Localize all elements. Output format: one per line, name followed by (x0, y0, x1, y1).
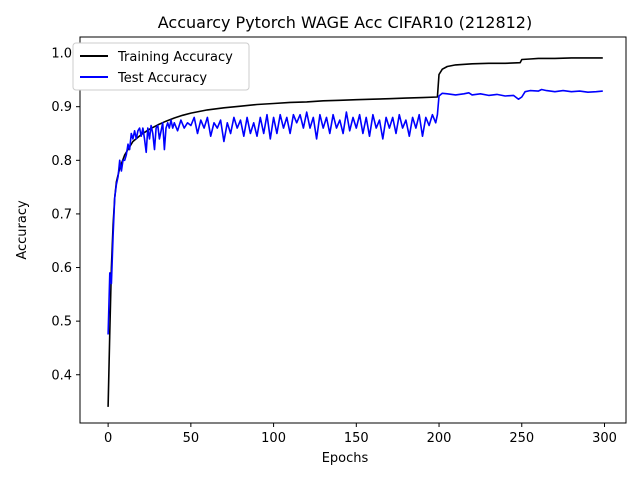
legend-label-test: Test Accuracy (117, 71, 207, 86)
x-axis-ticks: 0 50 100 150 200 250 300 (104, 423, 617, 446)
x-tick-label: 100 (261, 431, 286, 446)
x-tick-label: 300 (592, 431, 617, 446)
x-tick-label: 50 (183, 431, 200, 446)
x-tick-label: 250 (509, 431, 534, 446)
y-axis-label: Accuracy (15, 200, 30, 260)
y-tick-label: 0.6 (51, 261, 72, 276)
y-tick-label: 0.4 (51, 368, 72, 383)
chart-title: Accuarcy Pytorch WAGE Acc CIFAR10 (21281… (158, 13, 532, 32)
y-axis-ticks: 0.4 0.5 0.6 0.7 0.8 0.9 1.0 (51, 47, 80, 383)
test-accuracy-line (107, 88, 603, 335)
x-tick-label: 0 (104, 431, 112, 446)
plot-area-frame (79, 36, 627, 424)
legend: Training Accuracy Test Accuracy (72, 42, 250, 91)
y-tick-label: 0.8 (51, 154, 72, 169)
y-tick-label: 0.7 (51, 207, 72, 222)
series-layer (107, 57, 603, 407)
y-tick-label: 1.0 (51, 47, 72, 62)
y-tick-label: 0.9 (51, 100, 72, 115)
y-tick-label: 0.5 (51, 315, 72, 330)
x-tick-label: 200 (427, 431, 452, 446)
x-tick-label: 150 (344, 431, 369, 446)
legend-box (72, 42, 250, 91)
x-axis-label: Epochs (322, 451, 369, 466)
legend-label-training: Training Accuracy (117, 50, 233, 65)
